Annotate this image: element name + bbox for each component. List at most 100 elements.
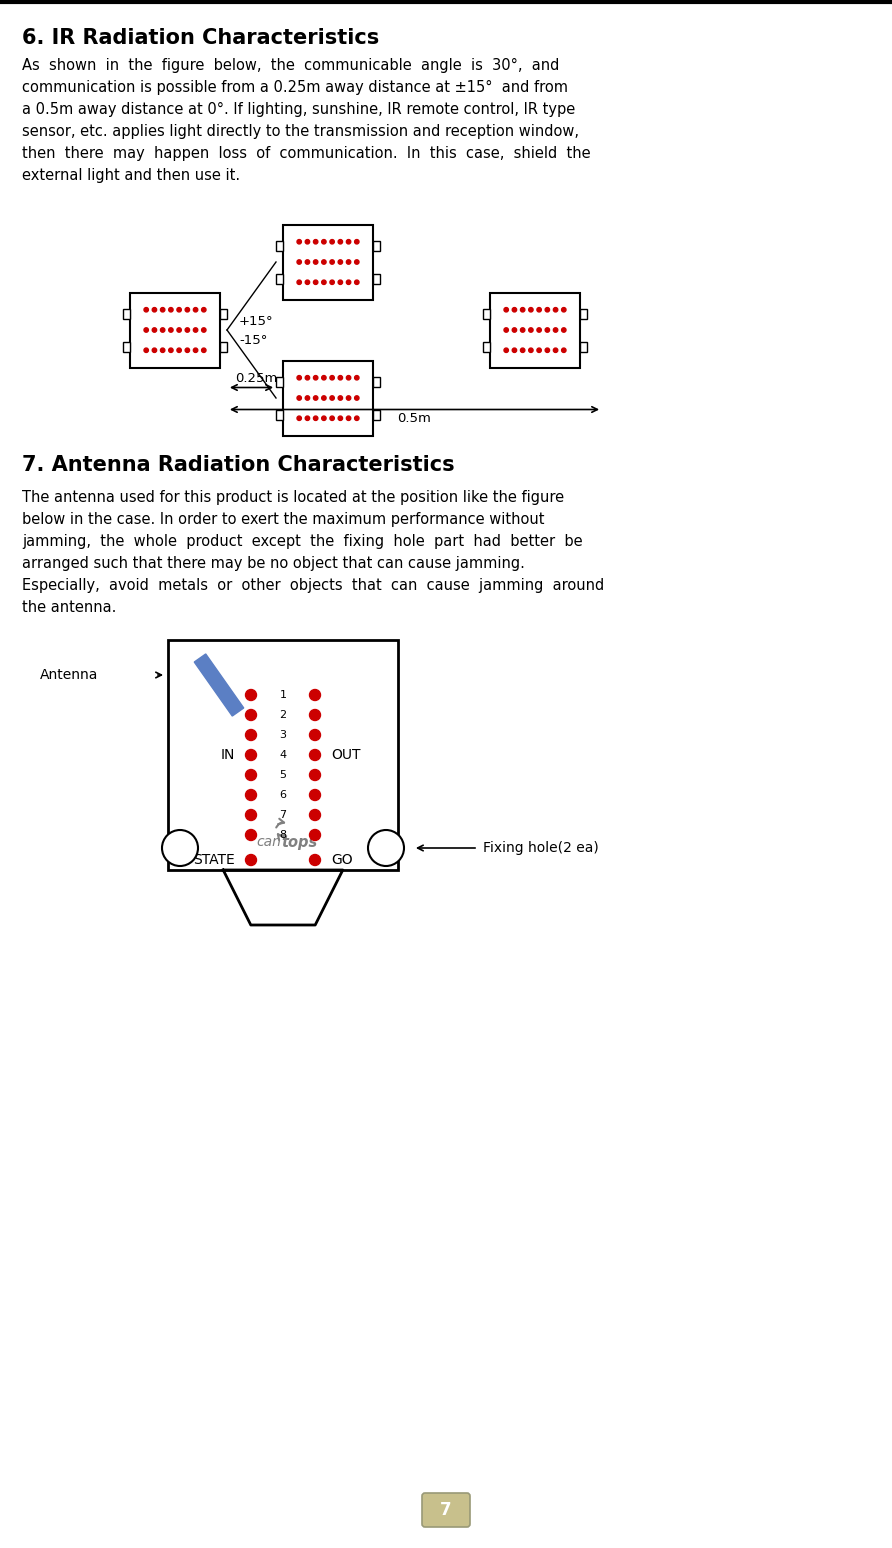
Circle shape: [245, 749, 257, 760]
Circle shape: [562, 348, 566, 353]
Circle shape: [153, 308, 157, 313]
Circle shape: [305, 280, 310, 285]
Circle shape: [310, 729, 320, 740]
Circle shape: [161, 328, 165, 333]
Circle shape: [562, 328, 566, 333]
Circle shape: [355, 396, 359, 401]
Text: Especially,  avoid  metals  or  other  objects  that  can  cause  jamming  aroun: Especially, avoid metals or other object…: [22, 577, 604, 593]
Circle shape: [346, 280, 351, 285]
Circle shape: [545, 348, 549, 353]
Circle shape: [297, 416, 301, 421]
Text: then  there  may  happen  loss  of  communication.  In  this  case,  shield  the: then there may happen loss of communicat…: [22, 146, 591, 161]
Circle shape: [245, 830, 257, 841]
Circle shape: [305, 240, 310, 245]
Circle shape: [297, 396, 301, 401]
Bar: [123, 308, 130, 319]
Text: 7: 7: [279, 810, 286, 820]
Bar: [276, 410, 283, 420]
Text: jamming,  the  whole  product  except  the  fixing  hole  part  had  better  be: jamming, the whole product except the fi…: [22, 534, 582, 550]
Circle shape: [553, 348, 558, 353]
Circle shape: [245, 789, 257, 800]
Text: external light and then use it.: external light and then use it.: [22, 169, 240, 183]
Text: 1: 1: [279, 690, 286, 700]
Circle shape: [305, 376, 310, 379]
Circle shape: [313, 396, 318, 401]
Circle shape: [338, 396, 343, 401]
Circle shape: [346, 260, 351, 265]
Circle shape: [144, 348, 148, 353]
Bar: [483, 342, 490, 351]
Text: tops: tops: [281, 834, 318, 850]
Text: communication is possible from a 0.25m away distance at ±15°  and from: communication is possible from a 0.25m a…: [22, 80, 568, 94]
Circle shape: [330, 376, 334, 379]
Circle shape: [310, 810, 320, 820]
Circle shape: [338, 416, 343, 421]
Circle shape: [310, 769, 320, 780]
Bar: [373, 376, 380, 387]
Text: 6. IR Radiation Characteristics: 6. IR Radiation Characteristics: [22, 28, 379, 48]
Circle shape: [177, 328, 181, 333]
Circle shape: [330, 396, 334, 401]
Circle shape: [194, 328, 198, 333]
Circle shape: [330, 240, 334, 245]
Circle shape: [355, 240, 359, 245]
Circle shape: [504, 348, 508, 353]
FancyBboxPatch shape: [422, 1492, 470, 1526]
Circle shape: [346, 240, 351, 245]
Circle shape: [310, 854, 320, 865]
Circle shape: [504, 328, 508, 333]
Circle shape: [202, 328, 206, 333]
Text: can: can: [256, 834, 281, 848]
Bar: [276, 274, 283, 283]
Circle shape: [305, 416, 310, 421]
Circle shape: [313, 280, 318, 285]
Circle shape: [330, 260, 334, 265]
Circle shape: [162, 830, 198, 865]
Circle shape: [512, 308, 516, 313]
Text: 3: 3: [279, 731, 286, 740]
Circle shape: [177, 348, 181, 353]
Circle shape: [169, 328, 173, 333]
Circle shape: [169, 308, 173, 313]
Circle shape: [144, 308, 148, 313]
Bar: [283, 224, 373, 299]
Text: The antenna used for this product is located at the position like the figure: The antenna used for this product is loc…: [22, 491, 564, 505]
Circle shape: [202, 308, 206, 313]
Circle shape: [346, 416, 351, 421]
Text: 0.25m: 0.25m: [235, 373, 277, 385]
Circle shape: [310, 689, 320, 701]
Circle shape: [368, 830, 404, 865]
Text: STATE: STATE: [194, 853, 235, 867]
Bar: [123, 342, 130, 351]
Circle shape: [330, 416, 334, 421]
Circle shape: [186, 348, 189, 353]
Text: As  shown  in  the  figure  below,  the  communicable  angle  is  30°,  and: As shown in the figure below, the commun…: [22, 57, 559, 73]
Circle shape: [338, 280, 343, 285]
Bar: [373, 410, 380, 420]
Text: the antenna.: the antenna.: [22, 601, 116, 615]
Circle shape: [313, 416, 318, 421]
Circle shape: [355, 260, 359, 265]
Circle shape: [346, 396, 351, 401]
Circle shape: [512, 328, 516, 333]
Circle shape: [338, 260, 343, 265]
Circle shape: [504, 308, 508, 313]
Circle shape: [194, 348, 198, 353]
Circle shape: [338, 240, 343, 245]
Circle shape: [161, 348, 165, 353]
Circle shape: [153, 328, 157, 333]
Circle shape: [297, 280, 301, 285]
Circle shape: [355, 280, 359, 285]
Circle shape: [562, 308, 566, 313]
Circle shape: [529, 308, 533, 313]
Circle shape: [322, 280, 326, 285]
Text: 2: 2: [279, 711, 286, 720]
Bar: [168, 639, 398, 870]
Circle shape: [537, 308, 541, 313]
Circle shape: [186, 328, 189, 333]
Circle shape: [520, 328, 524, 333]
Circle shape: [245, 769, 257, 780]
Circle shape: [346, 376, 351, 379]
Circle shape: [537, 328, 541, 333]
Bar: [483, 308, 490, 319]
